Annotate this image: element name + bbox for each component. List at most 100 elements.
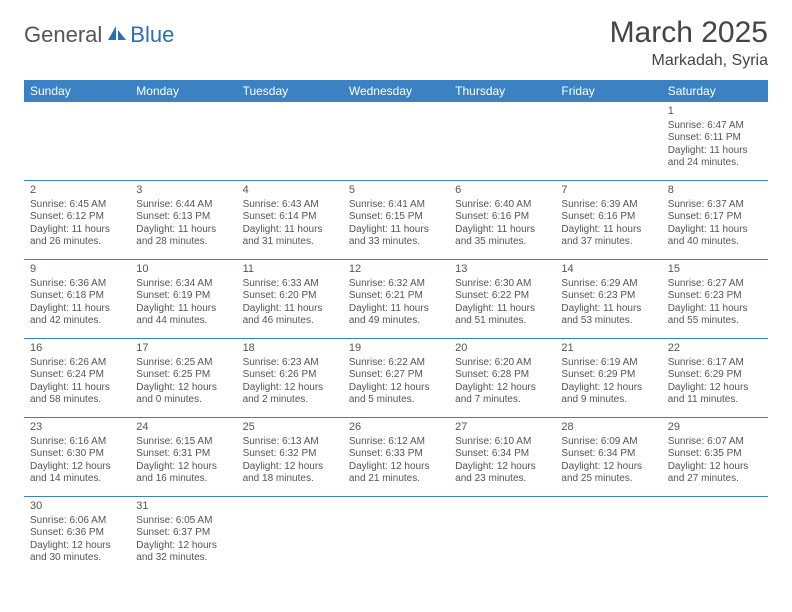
daylight-text: Daylight: 12 hours and 27 minutes. [668,461,762,486]
sunrise-text: Sunrise: 6:39 AM [561,199,655,212]
day-number: 25 [243,421,337,435]
daylight-text: Daylight: 11 hours and 49 minutes. [349,303,443,328]
sunrise-text: Sunrise: 6:43 AM [243,199,337,212]
sunset-text: Sunset: 6:17 PM [668,211,762,224]
day-header: Wednesday [343,80,449,102]
sunset-text: Sunset: 6:14 PM [243,211,337,224]
week-row: 1Sunrise: 6:47 AMSunset: 6:11 PMDaylight… [24,102,768,181]
day-number: 19 [349,342,443,356]
day-cell: 16Sunrise: 6:26 AMSunset: 6:24 PMDayligh… [24,339,130,417]
sunrise-text: Sunrise: 6:25 AM [136,357,230,370]
sunset-text: Sunset: 6:16 PM [561,211,655,224]
week-row: 9Sunrise: 6:36 AMSunset: 6:18 PMDaylight… [24,260,768,339]
sunset-text: Sunset: 6:33 PM [349,448,443,461]
day-number: 27 [455,421,549,435]
sunset-text: Sunset: 6:30 PM [30,448,124,461]
day-number: 31 [136,500,230,514]
day-number: 10 [136,263,230,277]
daylight-text: Daylight: 11 hours and 44 minutes. [136,303,230,328]
day-cell: 4Sunrise: 6:43 AMSunset: 6:14 PMDaylight… [237,181,343,259]
sunrise-text: Sunrise: 6:45 AM [30,199,124,212]
daylight-text: Daylight: 12 hours and 18 minutes. [243,461,337,486]
sunrise-text: Sunrise: 6:29 AM [561,278,655,291]
daylight-text: Daylight: 11 hours and 53 minutes. [561,303,655,328]
sunrise-text: Sunrise: 6:40 AM [455,199,549,212]
header: General Blue March 2025 Markadah, Syria [24,16,768,70]
day-cell: 29Sunrise: 6:07 AMSunset: 6:35 PMDayligh… [662,418,768,496]
daylight-text: Daylight: 11 hours and 51 minutes. [455,303,549,328]
sunrise-text: Sunrise: 6:27 AM [668,278,762,291]
sunrise-text: Sunrise: 6:13 AM [243,436,337,449]
sunrise-text: Sunrise: 6:12 AM [349,436,443,449]
day-number: 11 [243,263,337,277]
month-title: March 2025 [610,16,768,50]
day-cell [662,497,768,575]
logo: General Blue [24,22,174,48]
day-number: 7 [561,184,655,198]
daylight-text: Daylight: 11 hours and 31 minutes. [243,224,337,249]
logo-text-1: General [24,22,102,48]
day-number: 28 [561,421,655,435]
sunrise-text: Sunrise: 6:32 AM [349,278,443,291]
day-number: 22 [668,342,762,356]
sunset-text: Sunset: 6:16 PM [455,211,549,224]
sunset-text: Sunset: 6:25 PM [136,369,230,382]
day-cell: 13Sunrise: 6:30 AMSunset: 6:22 PMDayligh… [449,260,555,338]
day-number: 21 [561,342,655,356]
sunrise-text: Sunrise: 6:26 AM [30,357,124,370]
day-cell: 2Sunrise: 6:45 AMSunset: 6:12 PMDaylight… [24,181,130,259]
day-number: 9 [30,263,124,277]
sunset-text: Sunset: 6:32 PM [243,448,337,461]
week-row: 16Sunrise: 6:26 AMSunset: 6:24 PMDayligh… [24,339,768,418]
location: Markadah, Syria [610,52,768,70]
sunset-text: Sunset: 6:13 PM [136,211,230,224]
sunrise-text: Sunrise: 6:36 AM [30,278,124,291]
daylight-text: Daylight: 12 hours and 25 minutes. [561,461,655,486]
day-number: 17 [136,342,230,356]
day-cell: 19Sunrise: 6:22 AMSunset: 6:27 PMDayligh… [343,339,449,417]
daylight-text: Daylight: 12 hours and 2 minutes. [243,382,337,407]
sunset-text: Sunset: 6:21 PM [349,290,443,303]
sunrise-text: Sunrise: 6:22 AM [349,357,443,370]
sunrise-text: Sunrise: 6:41 AM [349,199,443,212]
week-row: 23Sunrise: 6:16 AMSunset: 6:30 PMDayligh… [24,418,768,497]
day-number: 4 [243,184,337,198]
sunset-text: Sunset: 6:28 PM [455,369,549,382]
sunrise-text: Sunrise: 6:10 AM [455,436,549,449]
day-header: Friday [555,80,661,102]
day-cell: 17Sunrise: 6:25 AMSunset: 6:25 PMDayligh… [130,339,236,417]
daylight-text: Daylight: 11 hours and 35 minutes. [455,224,549,249]
sunrise-text: Sunrise: 6:19 AM [561,357,655,370]
daylight-text: Daylight: 11 hours and 24 minutes. [668,145,762,170]
day-cell: 1Sunrise: 6:47 AMSunset: 6:11 PMDaylight… [662,102,768,180]
day-cell: 27Sunrise: 6:10 AMSunset: 6:34 PMDayligh… [449,418,555,496]
day-cell: 23Sunrise: 6:16 AMSunset: 6:30 PMDayligh… [24,418,130,496]
day-cell [555,497,661,575]
day-number: 5 [349,184,443,198]
day-number: 24 [136,421,230,435]
day-number: 8 [668,184,762,198]
daylight-text: Daylight: 12 hours and 14 minutes. [30,461,124,486]
sunset-text: Sunset: 6:22 PM [455,290,549,303]
day-cell [449,102,555,180]
sunset-text: Sunset: 6:31 PM [136,448,230,461]
sunset-text: Sunset: 6:23 PM [561,290,655,303]
day-cell: 12Sunrise: 6:32 AMSunset: 6:21 PMDayligh… [343,260,449,338]
daylight-text: Daylight: 11 hours and 40 minutes. [668,224,762,249]
week-row: 30Sunrise: 6:06 AMSunset: 6:36 PMDayligh… [24,497,768,575]
day-number: 20 [455,342,549,356]
day-cell [449,497,555,575]
day-number: 14 [561,263,655,277]
day-number: 18 [243,342,337,356]
sunrise-text: Sunrise: 6:44 AM [136,199,230,212]
day-cell: 6Sunrise: 6:40 AMSunset: 6:16 PMDaylight… [449,181,555,259]
daylight-text: Daylight: 11 hours and 46 minutes. [243,303,337,328]
sunrise-text: Sunrise: 6:20 AM [455,357,549,370]
sunrise-text: Sunrise: 6:37 AM [668,199,762,212]
day-number: 2 [30,184,124,198]
logo-sail-icon [106,22,128,48]
sunrise-text: Sunrise: 6:30 AM [455,278,549,291]
sunset-text: Sunset: 6:34 PM [561,448,655,461]
sunset-text: Sunset: 6:27 PM [349,369,443,382]
day-cell: 14Sunrise: 6:29 AMSunset: 6:23 PMDayligh… [555,260,661,338]
